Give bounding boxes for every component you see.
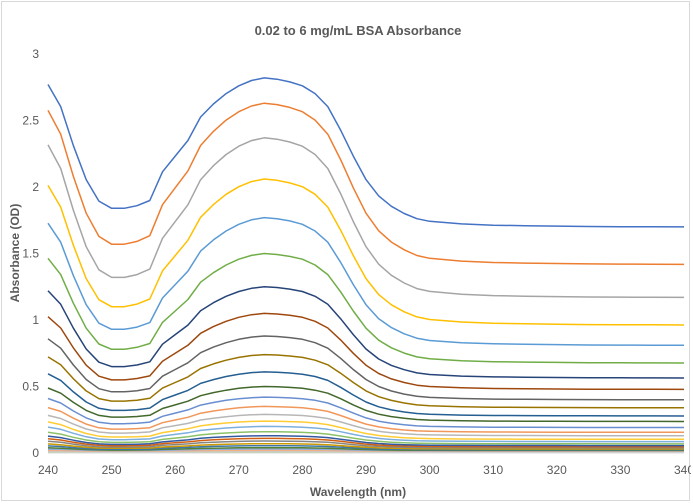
x-tick-labels: 240 250 260 270 280 290 300 310 320 330 340 [38,463,691,477]
series-line [47,396,684,429]
x-tick-label: 300 [420,463,440,477]
x-tick-label: 270 [229,463,249,477]
series-line [47,385,685,423]
series-line [47,440,684,449]
series-line [47,425,684,443]
y-tick-label: 1.5 [22,247,39,261]
series-line [47,137,685,299]
y-tick-label: 3 [32,47,39,61]
y-tick-label: 0.5 [22,380,39,394]
series-line [47,420,684,441]
series-line [47,413,684,437]
chart-title: 0.02 to 6 mg/mL BSA Absorbance [255,23,462,38]
series-line [47,335,684,401]
x-tick-label: 320 [547,463,567,477]
x-tick-label: 280 [292,463,312,477]
x-tick-label: 240 [38,463,58,477]
series-line [47,178,685,326]
y-tick-labels: 0 0.5 1 1.5 2 2.5 3 [22,47,39,460]
series-line [47,312,685,391]
series-line [47,371,685,417]
y-tick-label: 1 [32,313,39,327]
x-axis-title: Wavelength (nm) [310,485,406,499]
x-tick-label: 260 [165,463,185,477]
x-tick-label: 290 [356,463,376,477]
y-tick-label: 2 [32,180,39,194]
y-axis-title: Absorbance (OD) [8,204,22,303]
y-tick-label: 2.5 [22,114,39,128]
series-layer [47,77,685,453]
series-line [47,437,684,448]
y-tick-label: 0 [32,446,39,460]
series-line [47,252,685,364]
series-line [47,405,684,434]
series-line [47,102,685,266]
series-line [47,430,684,445]
x-tick-label: 340 [674,463,691,477]
series-line [47,434,684,447]
series-line [47,77,685,228]
x-tick-label: 330 [610,463,630,477]
series-line [47,286,685,379]
x-tick-label: 250 [102,463,122,477]
series-line [47,216,685,347]
series-line [47,442,684,450]
x-tick-label: 310 [483,463,503,477]
series-line [47,353,685,409]
